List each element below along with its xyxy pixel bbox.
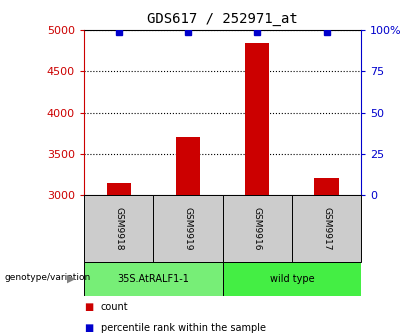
- Bar: [223, 195, 292, 262]
- Bar: [176, 137, 200, 195]
- Bar: [84, 262, 223, 296]
- Bar: [223, 262, 361, 296]
- Text: genotype/variation: genotype/variation: [4, 273, 90, 282]
- Text: GSM9916: GSM9916: [253, 207, 262, 250]
- Text: wild type: wild type: [270, 274, 314, 284]
- Text: ■: ■: [84, 323, 93, 333]
- Text: GSM9917: GSM9917: [322, 207, 331, 250]
- Text: ■: ■: [84, 302, 93, 312]
- Bar: [245, 43, 269, 195]
- Text: 35S.AtRALF1-1: 35S.AtRALF1-1: [117, 274, 189, 284]
- Bar: [292, 195, 361, 262]
- Text: GSM9919: GSM9919: [184, 207, 192, 250]
- Bar: [107, 182, 131, 195]
- Bar: [84, 195, 153, 262]
- Bar: [153, 195, 223, 262]
- Title: GDS617 / 252971_at: GDS617 / 252971_at: [147, 12, 298, 27]
- Text: ▶: ▶: [67, 274, 76, 284]
- Text: percentile rank within the sample: percentile rank within the sample: [101, 323, 266, 333]
- Text: count: count: [101, 302, 129, 312]
- Text: GSM9918: GSM9918: [114, 207, 123, 250]
- Bar: [315, 178, 339, 195]
